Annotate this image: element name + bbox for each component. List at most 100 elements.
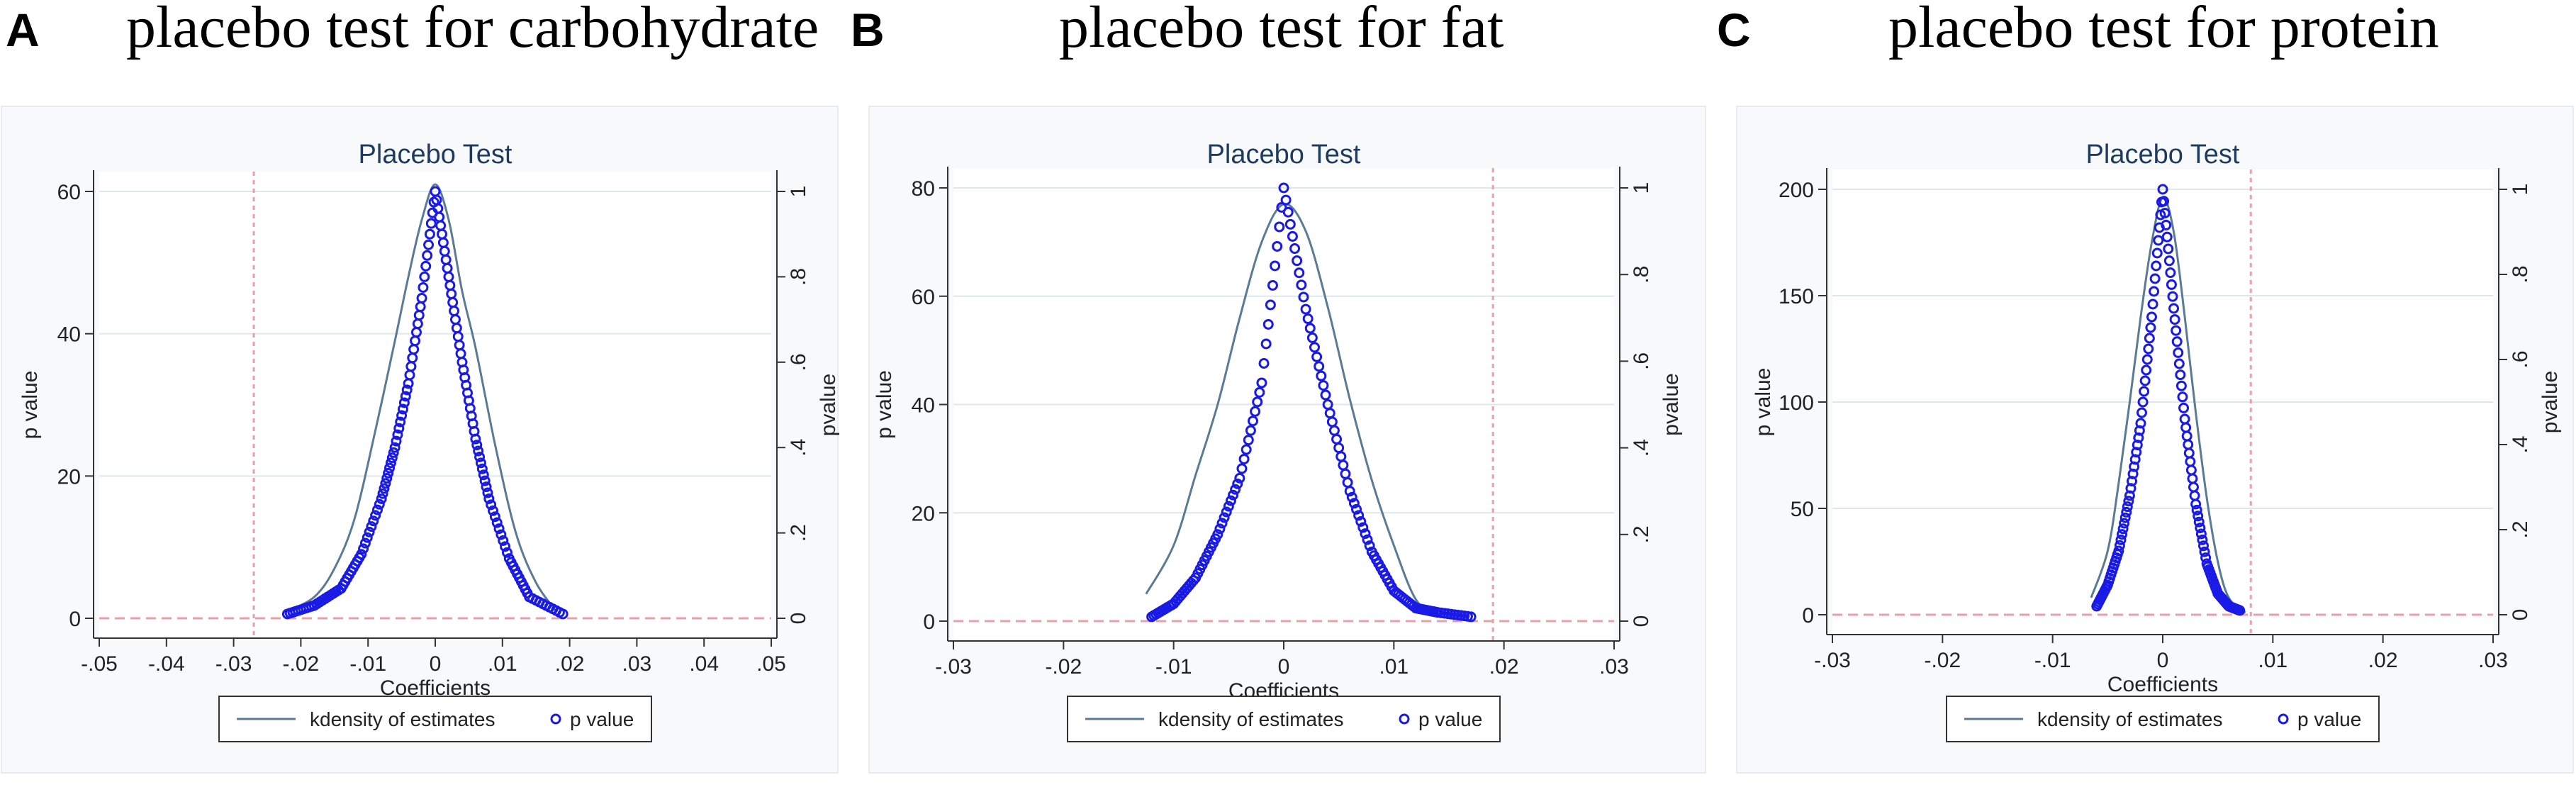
y-right-tick-label: 1 — [787, 186, 810, 198]
pvalue-point — [2117, 523, 2129, 535]
pvalue-point — [1355, 515, 1367, 527]
chart-title: Placebo Test — [1207, 140, 1361, 169]
pvalue-point — [2129, 461, 2140, 472]
pvalue-point — [2153, 235, 2164, 246]
pvalue-point — [1289, 243, 1301, 255]
pvalue-point — [1284, 218, 1296, 230]
legend-label-pvalue: p value — [2297, 708, 2361, 730]
y-left-tick-label: 40 — [57, 323, 81, 347]
chart-title: Placebo Test — [2086, 140, 2240, 169]
pvalue-point — [1258, 357, 1270, 369]
pvalue-point — [1223, 501, 1234, 512]
x-tick-label: -.03 — [935, 655, 972, 679]
pvalue-point — [2163, 255, 2175, 267]
series-kdensity-line — [286, 183, 557, 613]
panel-caption-a: placebo test for carbohydrate — [126, 0, 819, 60]
y-right-tick-label: 0 — [787, 613, 810, 625]
y-left-tick-label: 40 — [912, 394, 935, 418]
y-axis-title-left: p value — [1752, 368, 1775, 437]
series-pvalue-markers — [281, 186, 569, 620]
pvalue-point — [362, 532, 373, 543]
pvalue-point — [1318, 380, 1329, 391]
pvalue-point — [1304, 323, 1316, 334]
pvalue-point — [1216, 518, 1228, 529]
x-tick-label: .03 — [622, 652, 652, 676]
y-right-tick-label: 1 — [2509, 184, 2532, 196]
pvalue-point — [2132, 440, 2143, 451]
pvalue-point — [2157, 184, 2168, 195]
pvalue-point — [1300, 303, 1311, 315]
panel-caption-c: placebo test for protein — [1888, 0, 2439, 60]
y-right-tick-label: 0 — [1630, 615, 1653, 628]
x-tick-label: .02 — [555, 652, 585, 676]
pvalue-point — [1360, 528, 1371, 540]
pvalue-point — [2159, 208, 2171, 219]
y-axis-title-left: p value — [873, 370, 896, 439]
pvalue-point — [1214, 523, 1226, 535]
pvalue-point — [2117, 529, 2128, 540]
y-left-tick-label: 150 — [1779, 285, 1814, 308]
legend-label-kdensity: kdensity of estimates — [1158, 708, 1343, 730]
pvalue-point — [2173, 347, 2184, 358]
pvalue-point — [1292, 255, 1303, 267]
pvalue-point — [400, 391, 411, 402]
pvalue-point — [500, 541, 511, 552]
y-left-tick-label: 80 — [912, 177, 935, 201]
pvalue-point — [471, 440, 483, 451]
pvalue-point — [383, 467, 394, 479]
pvalue-point — [2122, 501, 2133, 513]
pvalue-point — [416, 293, 427, 303]
y-right-tick-label: .8 — [2509, 265, 2532, 283]
x-tick-label: .01 — [488, 652, 517, 676]
pvalue-point — [392, 429, 403, 440]
x-tick-label: .01 — [1379, 655, 1409, 679]
y-right-tick-label: .4 — [1630, 439, 1653, 457]
pvalue-point — [1238, 453, 1250, 464]
x-tick-label: .01 — [2258, 649, 2287, 672]
y-right-tick-label: .4 — [787, 439, 810, 457]
pvalue-point — [384, 462, 396, 474]
pvalue-point — [401, 384, 413, 396]
pvalue-point — [2151, 247, 2163, 259]
pvalue-point — [2168, 303, 2180, 314]
legend-label-pvalue: p value — [570, 708, 634, 730]
pvalue-point — [475, 457, 486, 469]
pvalue-point — [393, 423, 405, 434]
pvalue-point — [2139, 386, 2150, 397]
x-axis-title: Coefficients — [2107, 673, 2218, 696]
pvalue-point — [481, 481, 492, 493]
panel-letter-c: C — [1717, 4, 1751, 56]
x-tick-label: -.05 — [81, 652, 118, 676]
chart-panel-b: Placebo Test 0 20 40 60 80 0 .2 .4 .6 .8 1 -.03 -.02 -… — [868, 106, 1706, 774]
pvalue-point — [1219, 512, 1230, 523]
pvalue-point — [389, 442, 401, 453]
panel-caption-b: placebo test for fat — [1059, 0, 1504, 60]
x-tick-label: 0 — [430, 652, 442, 676]
pvalue-point — [2167, 291, 2178, 302]
pvalue-point — [1306, 332, 1318, 343]
y-axis-title-right: pvalue — [2538, 371, 2562, 433]
pvalue-point — [2146, 311, 2157, 323]
pvalue-point — [1256, 377, 1267, 389]
pvalue-point — [1212, 529, 1223, 540]
x-tick-label: -.02 — [283, 652, 320, 676]
legend-label-kdensity: kdensity of estimates — [310, 708, 495, 730]
pvalue-point — [2134, 425, 2145, 436]
pvalue-point — [2141, 364, 2152, 376]
y-right-tick-label: .2 — [1630, 525, 1653, 543]
x-tick-label: -.01 — [2034, 649, 2071, 672]
pvalue-point — [1316, 370, 1327, 381]
x-tick-label: 0 — [1278, 655, 1290, 679]
pvalue-point — [476, 463, 488, 474]
y-right-tick-label: .2 — [2509, 520, 2532, 538]
pvalue-point — [474, 451, 486, 462]
pvalue-point — [2149, 273, 2161, 284]
pvalue-point — [358, 543, 369, 554]
legend-label-pvalue: p value — [1418, 708, 1482, 730]
pvalue-point — [1236, 463, 1248, 474]
x-tick-label: 0 — [2157, 649, 2169, 672]
pvalue-point — [1364, 540, 1375, 552]
chart-panel-c: Placebo Test 0 50 100 150 200 0 .2 .4 .6 .8 1 -.03 -.… — [1736, 106, 2574, 774]
pvalue-point — [1250, 406, 1261, 417]
pvalue-point — [380, 478, 391, 489]
